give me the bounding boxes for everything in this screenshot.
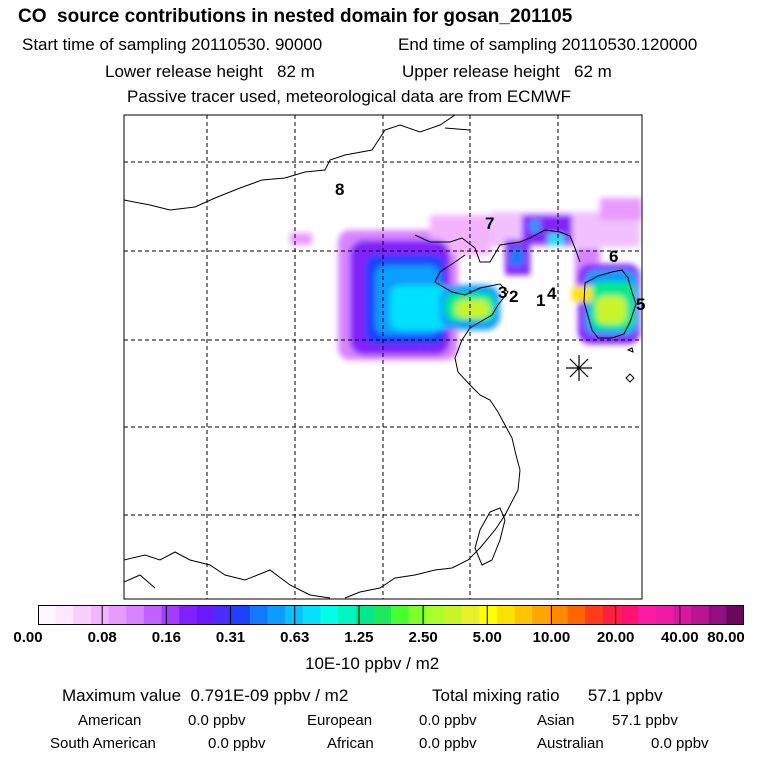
colorbar-swatch xyxy=(143,605,163,625)
region-label-8: 8 xyxy=(335,180,344,199)
colorbar-tick-label: 20.00 xyxy=(596,629,635,646)
map-panel: 8 7 6 3 2 1 4 5 xyxy=(123,114,645,600)
region-label-1: 1 xyxy=(536,291,545,310)
colorbar-swatch xyxy=(426,605,445,625)
region-value-asian: 57.1 ppbv xyxy=(612,712,678,729)
colorbar-swatch xyxy=(461,605,480,625)
max-value-label: Maximum value 0.791E-09 ppbv / m2 xyxy=(62,686,349,705)
colorbar-swatch xyxy=(38,605,57,625)
region-label-2: 2 xyxy=(509,287,518,306)
region-value-american: 0.0 ppbv xyxy=(188,712,246,729)
region-label-3: 3 xyxy=(498,283,507,302)
colorbar-tick-label: 10.00 xyxy=(532,629,571,646)
colorbar-swatch xyxy=(655,605,674,625)
colorbar-tick-label: 0.08 xyxy=(87,629,117,646)
colorbar-tick-label: 0.00 xyxy=(13,629,43,646)
region-name-african: African xyxy=(327,735,374,752)
lower-release-label: Lower release height 82 m xyxy=(105,62,315,81)
region-name-australian: Australian xyxy=(537,735,604,752)
colorbar-swatch xyxy=(232,605,251,625)
colorbar-swatch xyxy=(549,605,568,625)
colorbar-swatch xyxy=(90,605,110,625)
colorbar xyxy=(38,605,744,625)
colorbar-swatch xyxy=(726,605,744,625)
colorbar-swatch xyxy=(391,605,410,625)
colorbar-swatch xyxy=(620,605,639,625)
colorbar-swatch xyxy=(302,605,321,625)
colorbar-swatch xyxy=(443,605,463,625)
colorbar-tick-label: 0.31 xyxy=(215,629,246,646)
total-mixing-label: Total mixing ratio 57.1 ppbv xyxy=(432,686,663,705)
region-label-5: 5 xyxy=(636,295,645,314)
region-value-australian: 0.0 ppbv xyxy=(651,735,709,752)
colorbar-swatch xyxy=(73,605,92,625)
colorbar-tick-label: 0.63 xyxy=(280,629,310,646)
colorbar-tick-label: 40.00 xyxy=(661,629,699,646)
colorbar-swatch xyxy=(532,605,551,625)
colorbar-swatch xyxy=(673,605,692,625)
colorbar-swatch xyxy=(408,605,427,625)
colorbar-swatch xyxy=(338,605,357,625)
region-name-american: American xyxy=(78,712,142,729)
graticule xyxy=(124,115,642,599)
colorbar-swatch xyxy=(585,605,604,625)
colorbar-swatch xyxy=(161,605,180,625)
colorbar-swatch xyxy=(602,605,621,625)
region-value-african: 0.0 ppbv xyxy=(419,735,477,752)
colorbar-tick-label: 1.25 xyxy=(344,629,374,646)
colorbar-swatch xyxy=(126,605,145,625)
colorbar-swatch xyxy=(108,605,127,625)
colorbar-swatch xyxy=(320,605,339,625)
colorbar-tick-label: 2.50 xyxy=(408,629,438,646)
colorbar-swatch xyxy=(708,605,727,625)
colorbar-swatch xyxy=(373,605,392,625)
region-name-asian: Asian xyxy=(537,712,575,729)
colorbar-swatch xyxy=(214,605,233,625)
colorbar-swatch xyxy=(249,605,268,625)
start-time-label: Start time of sampling 20110530. 90000 xyxy=(22,35,323,54)
region-label-6: 6 xyxy=(609,247,618,266)
colorbar-swatch xyxy=(267,605,286,625)
region-label-4: 4 xyxy=(547,284,557,303)
colorbar-swatch xyxy=(196,605,215,625)
coastlines xyxy=(124,115,637,599)
colorbar-swatch xyxy=(55,605,74,625)
region-label-7: 7 xyxy=(485,214,494,233)
region-value-european: 0.0 ppbv xyxy=(419,712,477,729)
concentration-field xyxy=(290,198,642,360)
colorbar-swatch xyxy=(355,605,374,625)
region-name-south-american: South American xyxy=(50,735,156,752)
region-name-european: European xyxy=(307,712,373,729)
tracer-note: Passive tracer used, meteorological data… xyxy=(127,87,572,106)
colorbar-tick-label: 80.00 xyxy=(707,629,745,646)
colorbar-swatch xyxy=(496,605,516,625)
colorbar-units: 10E-10 ppbv / m2 xyxy=(305,654,440,673)
colorbar-swatch xyxy=(514,605,533,625)
end-time-label: End time of sampling 20110530.120000 xyxy=(398,35,698,54)
colorbar-swatch xyxy=(691,605,710,625)
colorbar-swatch xyxy=(638,605,657,625)
upper-release-label: Upper release height 62 m xyxy=(402,62,612,81)
colorbar-swatch xyxy=(285,605,304,625)
colorbar-frame xyxy=(38,605,744,625)
map-frame xyxy=(123,114,643,600)
colorbar-swatch xyxy=(179,605,198,625)
page-title: CO source contributions in nested domain… xyxy=(18,6,573,27)
colorbar-swatch xyxy=(479,605,498,625)
region-value-south-american: 0.0 ppbv xyxy=(208,735,266,752)
colorbar-swatch xyxy=(567,605,586,625)
receptor-asterisk-icon xyxy=(566,355,592,381)
colorbar-tick-label: 5.00 xyxy=(472,629,502,646)
colorbar-tick-label: 0.16 xyxy=(151,629,181,646)
